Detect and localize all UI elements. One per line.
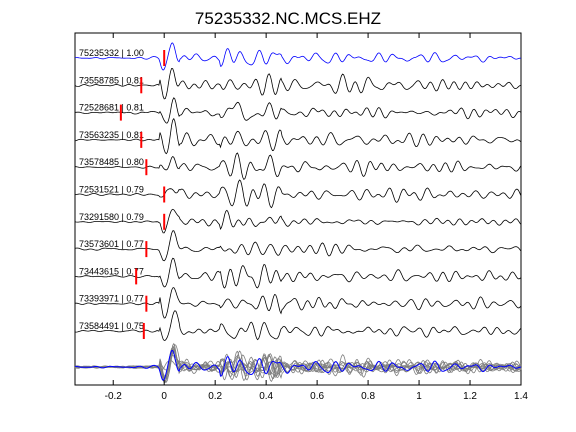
x-tick-label: -0.2 xyxy=(105,391,123,402)
trace-group: 75235332 | 1.00 73558785 | 0.81 72528681 |… xyxy=(74,42,522,341)
stack-group xyxy=(74,342,522,384)
x-axis: -0.2 0 0.2 0.4 0.6 0.8 1 1.2 1.4 xyxy=(105,33,528,402)
stack-trace-reference xyxy=(75,349,522,382)
x-tick-label: 0 xyxy=(161,391,167,402)
trace-line-73563235 xyxy=(74,117,522,155)
trace-label-73563235: 73563235 | 0.81 xyxy=(79,130,144,140)
x-tick-label: 1 xyxy=(416,391,422,402)
x-tick-label: 0.8 xyxy=(361,391,375,402)
trace-label-73291580: 73291580 | 0.79 xyxy=(79,212,144,222)
x-tick-label: 0.4 xyxy=(259,391,273,402)
stack-trace-73558785 xyxy=(74,347,522,383)
trace-label-72531521: 72531521 | 0.79 xyxy=(79,185,144,195)
trace-label-75235332: 75235332 | 1.00 xyxy=(79,48,144,58)
trace-line-73573601 xyxy=(74,230,522,262)
trace-label-73584491: 73584491 | 0.75 xyxy=(79,321,144,331)
trace-label-73573601: 73573601 | 0.77 xyxy=(79,239,144,249)
x-tick-label: 1.2 xyxy=(463,391,477,402)
x-tick-label: 0.6 xyxy=(310,391,324,402)
trace-label-73578485: 73578485 | 0.80 xyxy=(79,157,144,167)
trace-label-73443615: 73443615 | 0.77 xyxy=(79,266,144,276)
trace-label-72528681: 72528681 | 0.81 xyxy=(79,103,144,113)
trace-label-73558785: 73558785 | 0.81 xyxy=(79,75,144,85)
trace-line-73578485 xyxy=(75,152,522,181)
trace-line-73443615 xyxy=(74,257,522,289)
x-tick-label: 1.4 xyxy=(514,391,528,402)
trace-line-73291580 xyxy=(74,208,522,234)
trace-label-73393971: 73393971 | 0.77 xyxy=(79,294,144,304)
plot-frame xyxy=(74,32,522,386)
trace-line-73558785 xyxy=(74,67,522,100)
trace-line-72528681 xyxy=(75,97,522,124)
chart-title: 75235332.NC.MCS.EHZ xyxy=(195,9,381,28)
trace-line-73584491 xyxy=(74,310,522,341)
trace-line-73393971 xyxy=(74,287,522,319)
x-tick-label: 0.2 xyxy=(208,391,222,402)
trace-line-72531521 xyxy=(74,179,522,209)
trace-line-75235332 xyxy=(75,42,522,71)
